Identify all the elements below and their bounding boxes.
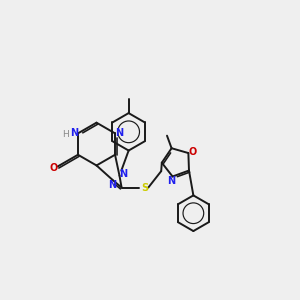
Text: N: N: [167, 176, 175, 186]
Text: O: O: [49, 163, 58, 173]
Text: N: N: [108, 179, 116, 190]
Text: N: N: [115, 128, 123, 138]
Text: S: S: [141, 182, 148, 193]
Text: H: H: [62, 130, 69, 139]
Text: O: O: [189, 147, 197, 157]
Text: N: N: [70, 128, 78, 138]
Text: N: N: [120, 169, 128, 178]
